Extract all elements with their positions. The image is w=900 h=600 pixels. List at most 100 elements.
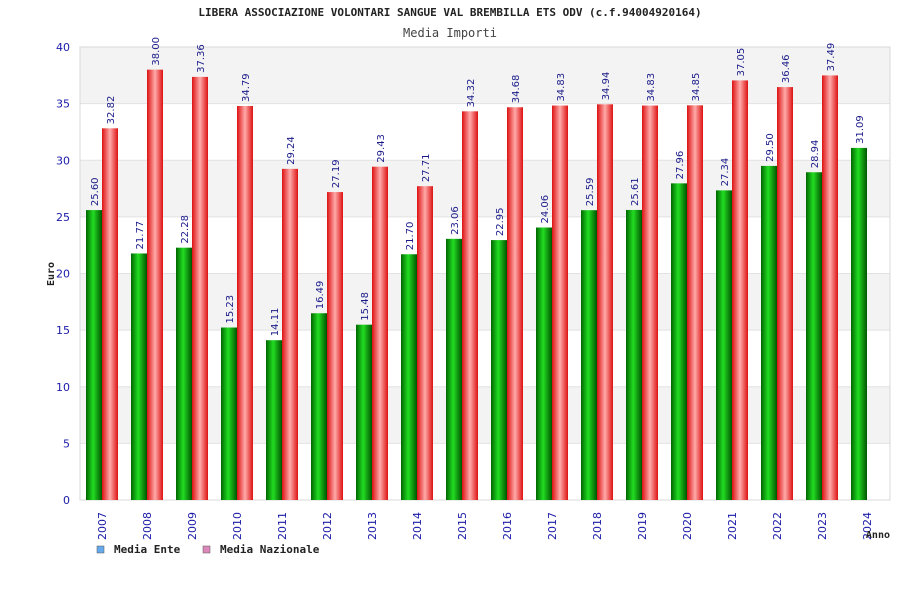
bar-value-label: 27.34 [720,158,731,187]
bar-media-nazionale [732,80,748,500]
gridlines [79,46,891,501]
plot-band [80,330,890,387]
bar-media-nazionale [417,186,433,500]
x-tick-label: 2008 [141,512,154,540]
bar-value-label: 27.19 [331,159,342,188]
y-tick-label: 10 [56,381,70,394]
x-tick-label: 2011 [276,512,289,540]
bar-value-label: 37.05 [736,48,747,77]
bar-value-label: 37.36 [196,44,207,73]
bar-media-ente [806,172,822,500]
bar-media-ente [491,240,507,500]
bar-media-nazionale [102,128,118,500]
x-tick-label: 2024 [861,512,874,540]
plot-band [80,160,890,217]
plot-band [80,273,890,331]
bar-value-label: 22.95 [495,207,506,236]
bar-value-label: 14.11 [270,308,281,337]
bar-media-ente [176,247,192,500]
bar-media-nazionale [372,166,388,500]
x-tick-label: 2014 [411,512,424,540]
plot-background [80,47,890,500]
bar-value-label: 34.83 [646,73,657,102]
bar-value-label: 34.85 [691,73,702,102]
legend-swatch [202,545,211,554]
bar-media-ente [311,313,327,500]
x-tick-label: 2020 [681,512,694,540]
bar-value-label: 25.61 [630,177,641,206]
x-axis-label: Anno [866,530,890,541]
bar-media-nazionale [777,87,793,500]
bar-value-label: 22.28 [180,215,191,244]
bar-value-label: 34.79 [241,73,252,102]
x-tick-label: 2016 [501,512,514,540]
plot-band [80,216,890,274]
y-tick-label: 40 [56,41,70,54]
x-tick-label: 2023 [816,512,829,540]
bar-value-label: 34.94 [601,72,612,101]
bar-value-label: 36.46 [781,54,792,83]
bar-media-nazionale [282,168,298,500]
x-tick-label: 2015 [456,512,469,540]
x-tick-label: 2013 [366,512,379,540]
bar-media-ente [536,227,552,500]
bar-media-ente [356,324,372,500]
bar-media-ente [851,147,867,500]
bar-value-label: 23.06 [450,206,461,235]
legend-label: Media Ente [114,543,181,556]
bar-media-ente [401,254,417,500]
y-tick-label: 5 [63,437,70,450]
bar-media-nazionale [192,76,208,500]
bar-media-ente [86,210,102,500]
x-tick-label: 2019 [636,512,649,540]
y-tick-label: 30 [56,154,70,167]
legend: Media Ente Media Nazionale [96,543,320,556]
bar-value-label: 34.83 [556,73,567,102]
bars [86,69,867,501]
x-tick-label: 2017 [546,512,559,540]
bar-value-label: 29.24 [286,136,297,165]
legend-swatch [96,545,105,554]
y-tick-label: 20 [56,268,70,281]
x-axis-ticks: 2007 2008 2009 2010 2011 2012 2013 2014 2015 2016… [96,512,874,540]
x-tick-label: 2018 [591,512,604,540]
bar-value-label: 28.94 [810,140,821,169]
bar-value-label: 27.96 [675,151,686,180]
y-axis-label: Euro [46,262,57,286]
bar-media-nazionale [147,69,163,501]
x-tick-label: 2007 [96,512,109,540]
x-tick-label: 2010 [231,512,244,540]
bar-value-label: 16.49 [315,281,326,310]
plot-band [80,103,890,161]
bar-value-label: 34.32 [466,79,477,108]
plot-band [80,47,890,104]
chart-title: LIBERA ASSOCIAZIONE VOLONTARI SANGUE VAL… [198,6,701,19]
y-axis-ticks: 0 5 10 15 20 25 30 35 40 [56,41,70,507]
plot-border [79,46,891,501]
bar-media-nazionale [597,104,613,500]
legend-label: Media Nazionale [220,543,320,556]
value-labels: 25.60 32.82 21.77 38.00 22.28 37.36 15.23 34.79… [90,37,866,336]
bar-value-label: 32.82 [106,96,117,125]
bar-value-label: 31.09 [855,115,866,144]
x-tick-label: 2021 [726,512,739,540]
bar-media-ente [671,183,687,500]
bar-value-label: 34.68 [511,75,522,104]
plot-band [80,443,890,500]
y-tick-label: 35 [56,98,70,111]
x-tick-label: 2012 [321,512,334,540]
bar-media-ente [581,210,597,501]
bar-value-label: 21.70 [405,222,416,251]
bar-media-ente [221,327,237,500]
bar-media-nazionale [327,192,343,501]
y-tick-label: 15 [56,324,70,337]
chart-subtitle: Media Importi [403,26,497,40]
x-tick-label: 2009 [186,512,199,540]
bar-media-ente [761,165,777,500]
bar-media-ente [266,340,282,500]
bar-value-label: 29.43 [376,134,387,163]
bar-value-label: 29.50 [765,133,776,162]
bar-media-nazionale [642,105,658,501]
bar-value-label: 38.00 [151,37,162,66]
